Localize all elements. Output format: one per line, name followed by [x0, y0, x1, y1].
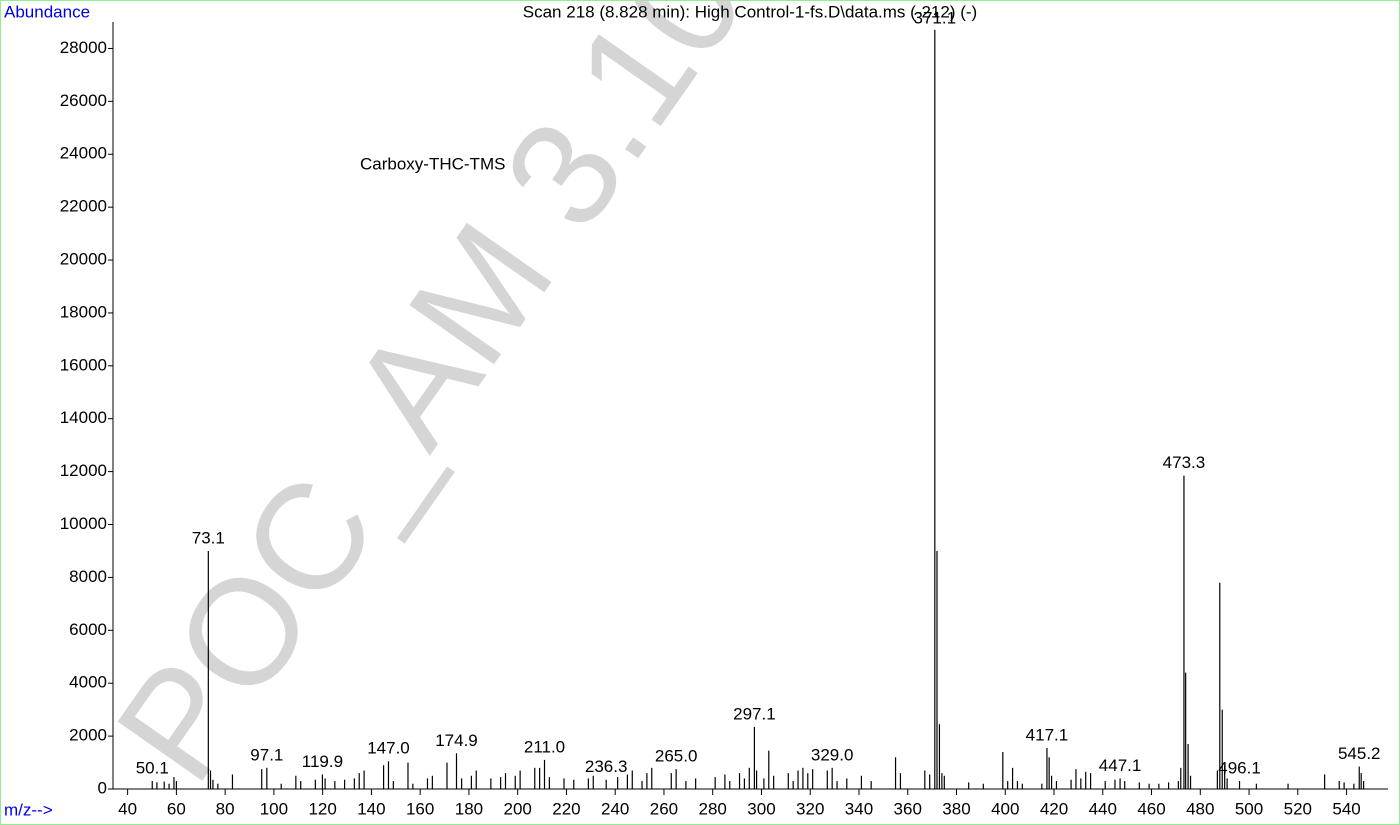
x-tick-label: 420: [1040, 799, 1068, 818]
x-tick-label: 200: [503, 799, 531, 818]
peak-label: 211.0: [524, 737, 565, 756]
y-tick-label: 6000: [69, 620, 107, 639]
x-tick-label: 320: [796, 799, 824, 818]
peak-label: 50.1: [136, 759, 169, 778]
peak-label: 545.2: [1338, 744, 1381, 763]
y-tick-label: 24000: [60, 144, 107, 163]
x-tick-label: 140: [357, 799, 385, 818]
peak-label: 73.1: [192, 528, 225, 547]
x-tick-label: 180: [455, 799, 483, 818]
x-tick-label: 80: [216, 799, 235, 818]
x-axis-label: m/z-->: [4, 800, 53, 819]
peak-label: 329.0: [811, 745, 854, 764]
peak-label: 265.0: [655, 747, 698, 766]
peak-label: 119.9: [302, 752, 343, 771]
x-tick-label: 60: [167, 799, 186, 818]
peak-label: 447.1: [1099, 756, 1142, 775]
x-tick-label: 440: [1089, 799, 1117, 818]
x-tick-label: 480: [1186, 799, 1214, 818]
y-tick-label: 10000: [60, 514, 107, 533]
y-tick-label: 2000: [69, 726, 107, 745]
y-tick-label: 4000: [69, 673, 107, 692]
x-tick-label: 360: [894, 799, 922, 818]
y-tick-label: 12000: [60, 461, 107, 480]
x-tick-label: 40: [118, 799, 137, 818]
x-tick-label: 300: [747, 799, 775, 818]
peak-label: 236.3: [585, 757, 628, 776]
x-tick-label: 120: [308, 799, 336, 818]
annotation: Carboxy-THC-TMS: [360, 154, 505, 173]
x-tick-label: 520: [1284, 799, 1312, 818]
y-tick-label: 22000: [60, 197, 107, 216]
x-tick-label: 280: [699, 799, 727, 818]
peak-label: 97.1: [250, 745, 283, 764]
x-tick-label: 240: [601, 799, 629, 818]
peak-label: 473.3: [1163, 453, 1206, 472]
peak-label: 174.9: [435, 731, 478, 750]
y-tick-label: 0: [98, 778, 107, 797]
x-tick-label: 500: [1235, 799, 1263, 818]
x-tick-label: 460: [1137, 799, 1165, 818]
peak-label: 297.1: [733, 704, 776, 723]
peak-label: 147.0: [367, 739, 410, 758]
x-tick-label: 160: [406, 799, 434, 818]
peak-label: 371.1: [914, 8, 957, 27]
y-tick-label: 14000: [60, 408, 107, 427]
y-tick-label: 20000: [60, 250, 107, 269]
peak-label: 417.1: [1026, 725, 1069, 744]
chart-title: Scan 218 (8.828 min): High Control-1-fs.…: [523, 2, 977, 21]
x-tick-label: 380: [942, 799, 970, 818]
y-tick-label: 26000: [60, 91, 107, 110]
y-tick-label: 18000: [60, 302, 107, 321]
peak-label: 496.1: [1218, 759, 1261, 778]
y-axis-label: Abundance: [4, 2, 90, 21]
x-tick-label: 260: [650, 799, 678, 818]
watermark: POC_AM 3.10.: [84, 0, 800, 809]
x-tick-label: 220: [552, 799, 580, 818]
y-tick-label: 8000: [69, 567, 107, 586]
x-tick-label: 100: [260, 799, 288, 818]
y-tick-label: 28000: [60, 38, 107, 57]
x-tick-label: 400: [991, 799, 1019, 818]
y-tick-label: 16000: [60, 355, 107, 374]
x-tick-label: 340: [845, 799, 873, 818]
x-tick-label: 540: [1332, 799, 1360, 818]
